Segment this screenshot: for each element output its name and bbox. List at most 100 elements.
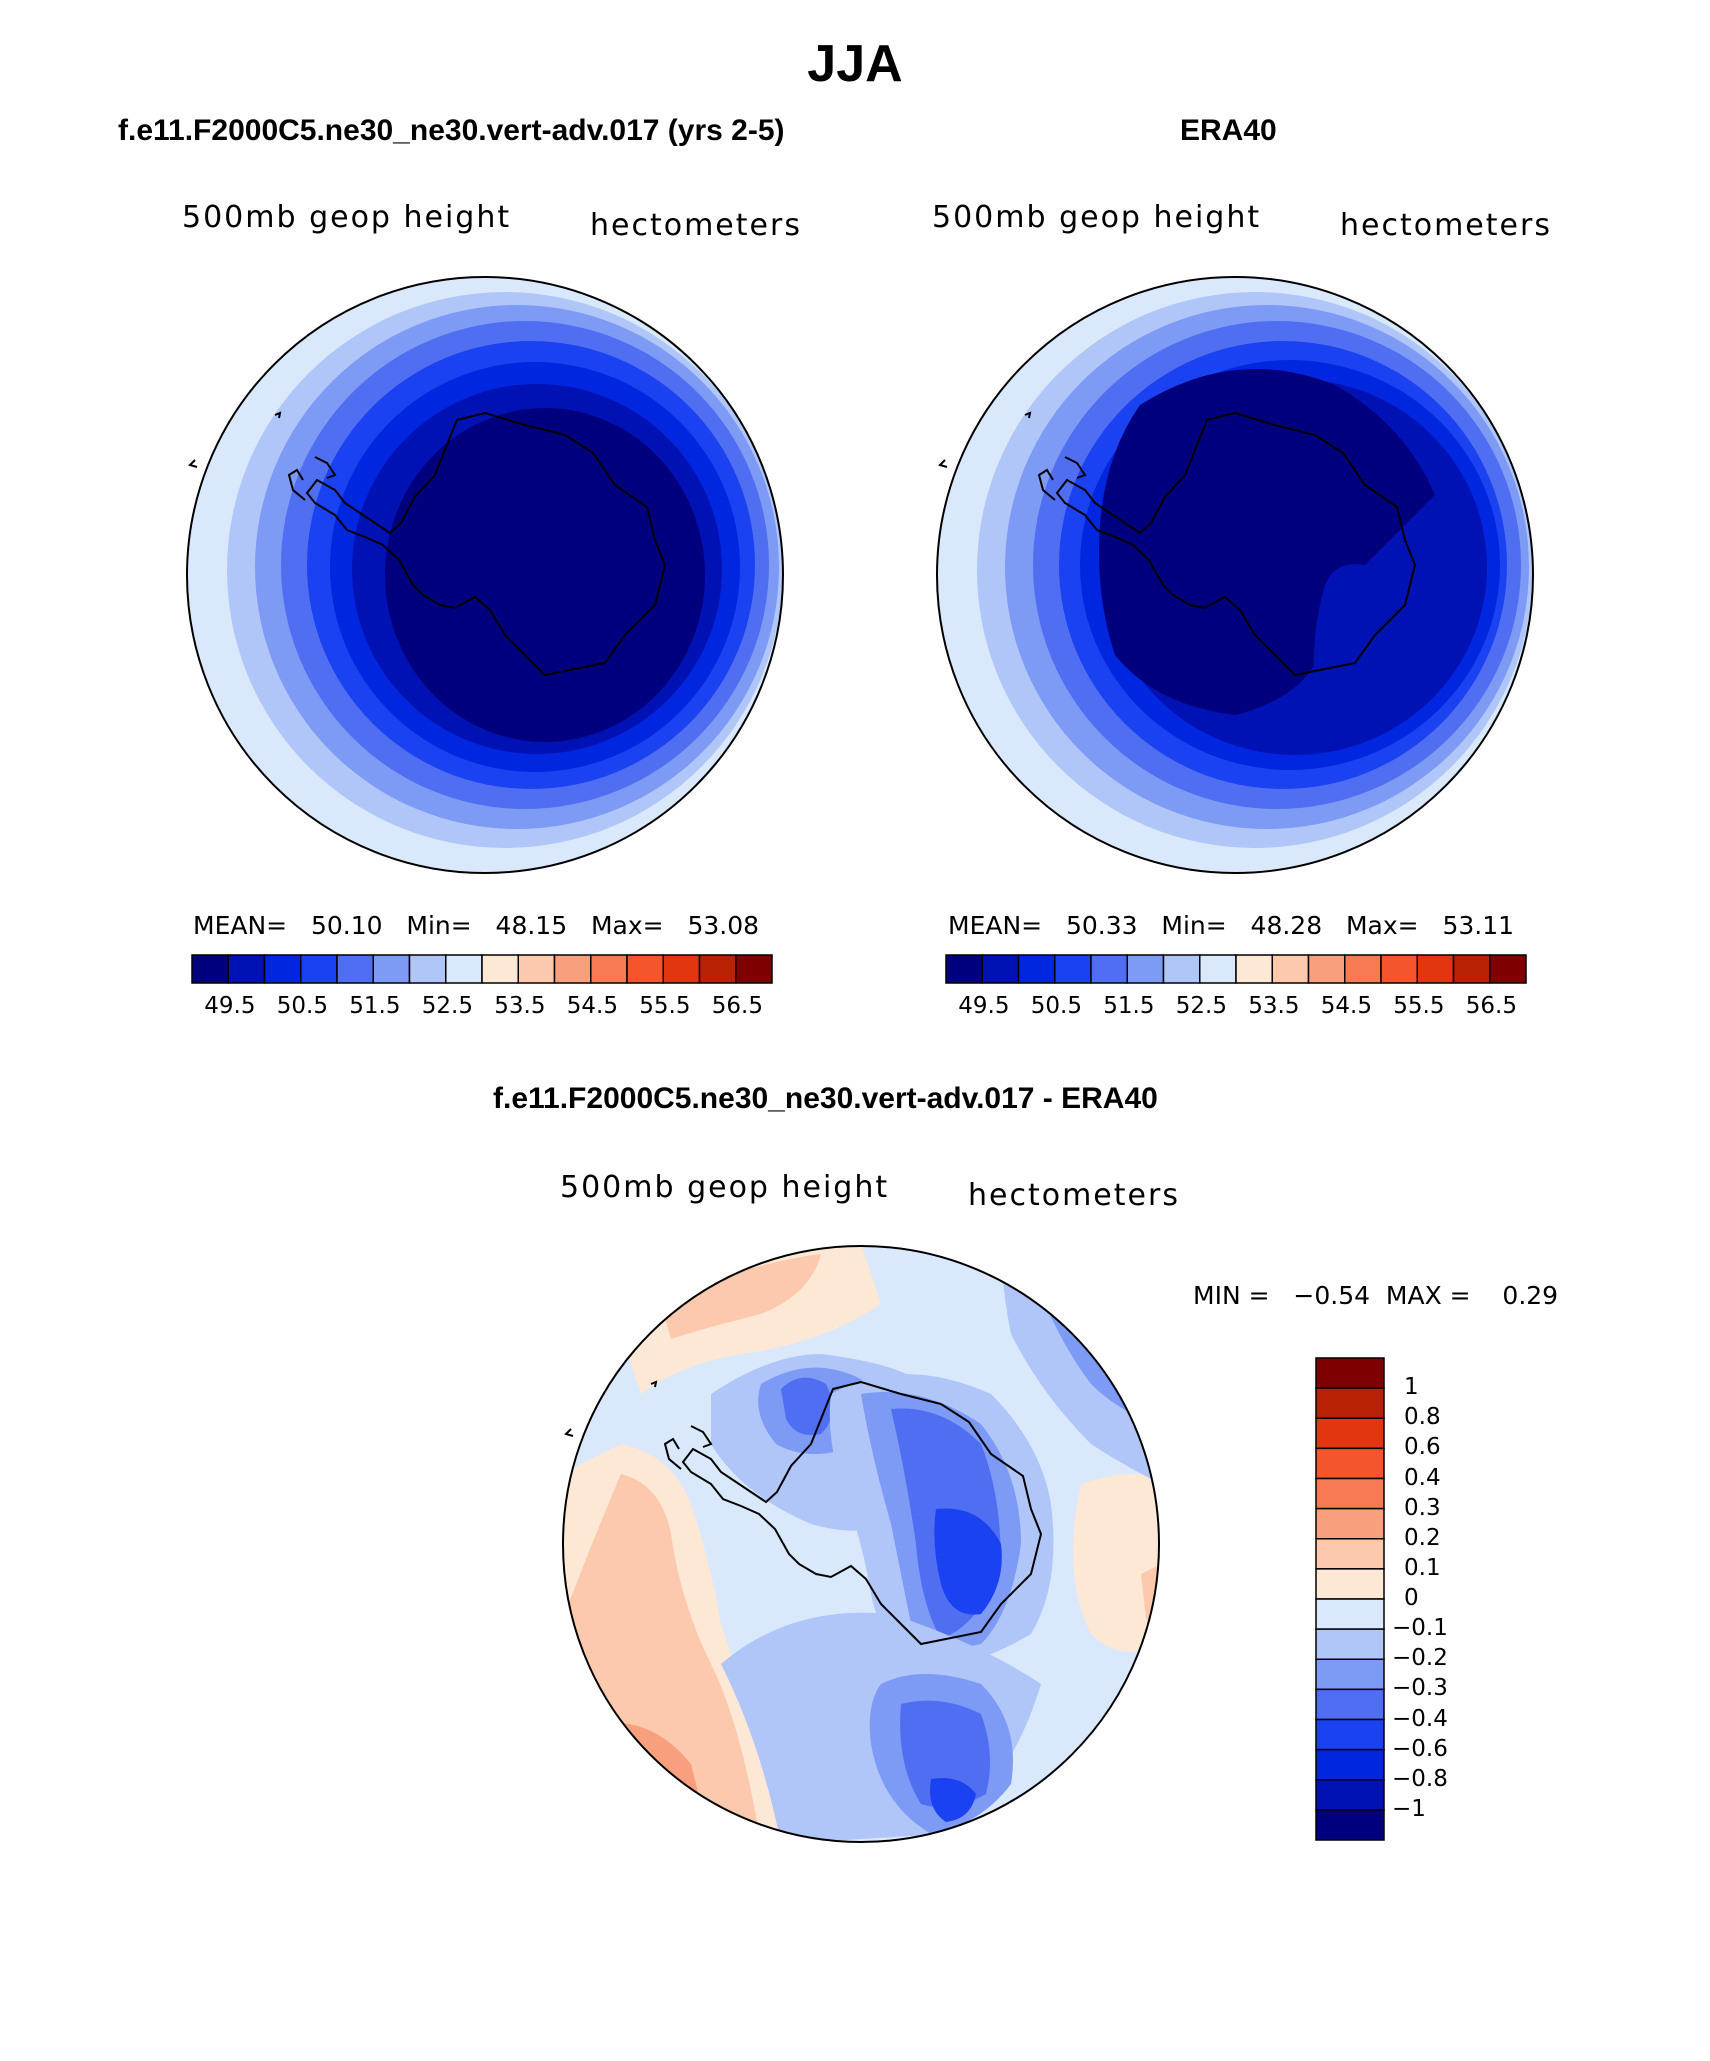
model-colorbar-swatch bbox=[590, 954, 628, 984]
era40-mean-value: 50.33 bbox=[1065, 911, 1138, 940]
era40-map-border bbox=[936, 276, 1534, 874]
era40-colorbar-swatch bbox=[1090, 954, 1128, 984]
model-mean-value: 50.10 bbox=[310, 911, 383, 940]
model-max-label: Max= bbox=[590, 911, 664, 940]
model-colorbar-tick-label: 56.5 bbox=[711, 993, 763, 1019]
model-colorbar-tick-label: 54.5 bbox=[566, 993, 618, 1019]
diff-colorbar-swatch bbox=[1315, 1507, 1385, 1540]
era40-panel-title: ERA40 bbox=[1180, 114, 1277, 147]
diff-colorbar bbox=[1315, 1357, 1385, 1841]
diff-contour-fill bbox=[563, 1246, 1159, 1842]
model-colorbar-swatch bbox=[626, 954, 664, 984]
diff-colorbar-tick-label: −0.6 bbox=[1392, 1735, 1448, 1762]
model-colorbar-swatch bbox=[263, 954, 302, 984]
model-colorbar-tick-label: 51.5 bbox=[349, 993, 401, 1019]
diff-colorbar-tick-label: 0.6 bbox=[1404, 1434, 1441, 1461]
diff-colorbar-swatch bbox=[1315, 1357, 1385, 1389]
diff-colorbar-tick-label: 0.8 bbox=[1404, 1404, 1441, 1431]
diff-colorbar-tick-label: −0.2 bbox=[1392, 1645, 1448, 1672]
model-panel-title: f.e11.F2000C5.ne30_ne30.vert-adv.017 (yr… bbox=[118, 114, 785, 147]
era40-colorbar-swatch bbox=[981, 954, 1020, 984]
model-units-label: hectometers bbox=[590, 208, 802, 243]
model-colorbar-swatch bbox=[735, 954, 773, 984]
model-innermost-contour bbox=[385, 408, 705, 742]
model-colorbar-tick-label: 49.5 bbox=[204, 993, 256, 1019]
era40-colorbar-tick-label: 53.5 bbox=[1248, 993, 1300, 1019]
diff-colorbar-tick-label: 0.3 bbox=[1404, 1494, 1441, 1521]
figure-title: JJA bbox=[807, 35, 903, 93]
era40-max-label: Max= bbox=[1345, 911, 1419, 940]
diff-colorbar-swatch bbox=[1315, 1568, 1385, 1600]
diff-colorbar-swatch bbox=[1315, 1477, 1385, 1510]
era40-mean-label: MEAN= bbox=[948, 911, 1043, 940]
diff-colorbar-swatch bbox=[1315, 1688, 1385, 1721]
diff-min-label: MIN = bbox=[1193, 1281, 1270, 1310]
era40-colorbar-tick-label: 56.5 bbox=[1465, 993, 1517, 1019]
era40-colorbar-tick-label: 50.5 bbox=[1030, 993, 1082, 1019]
era40-colorbar-swatch bbox=[1344, 954, 1382, 984]
era40-colorbar-swatch bbox=[945, 954, 983, 984]
model-max-value: 53.08 bbox=[687, 911, 760, 940]
diff-panel-title: f.e11.F2000C5.ne30_ne30.vert-adv.017 - E… bbox=[493, 1082, 1158, 1115]
model-min-label: Min= bbox=[406, 911, 472, 940]
diff-variable-label: 500mb geop height bbox=[560, 1170, 890, 1205]
model-colorbar-swatch bbox=[191, 954, 229, 984]
model-colorbar-tick-label: 52.5 bbox=[421, 993, 473, 1019]
model-mean-label: MEAN= bbox=[193, 911, 288, 940]
diff-colorbar-swatch bbox=[1315, 1748, 1385, 1781]
diff-coastline bbox=[564, 1380, 1043, 1646]
model-coastline bbox=[188, 411, 667, 677]
era40-units-label: hectometers bbox=[1340, 208, 1552, 243]
model-colorbar-swatch bbox=[481, 954, 519, 984]
model-colorbar-tick-label: 55.5 bbox=[639, 993, 691, 1019]
diff-colorbar-labels: 1 0.8 0.6 0.4 0.3 0.2 0.1 0 −0.1 −0.2 −0.3 −0.4 −0.6… bbox=[1392, 1358, 1512, 1842]
model-colorbar-swatch bbox=[553, 954, 592, 984]
diff-colorbar-tick-label: −0.8 bbox=[1392, 1765, 1448, 1792]
diff-colorbar-tick-label: −0.3 bbox=[1392, 1675, 1448, 1702]
era40-colorbar-tick-label: 52.5 bbox=[1175, 993, 1227, 1019]
era40-colorbar-tick-label: 49.5 bbox=[958, 993, 1010, 1019]
diff-max-value: 0.29 bbox=[1502, 1281, 1559, 1310]
model-colorbar-swatch bbox=[372, 954, 411, 984]
diff-colorbar-tick-label: −1 bbox=[1392, 1795, 1426, 1822]
model-colorbar-swatch bbox=[300, 954, 338, 984]
diff-colorbar-tick-label: 0 bbox=[1404, 1585, 1419, 1611]
era40-colorbar-tick-label: 51.5 bbox=[1103, 993, 1155, 1019]
model-colorbar-tick-label: 50.5 bbox=[276, 993, 328, 1019]
diff-colorbar-swatch bbox=[1315, 1538, 1385, 1570]
era40-contour-fill bbox=[937, 277, 1533, 873]
era40-colorbar-swatch bbox=[1271, 954, 1310, 984]
model-contour-fill bbox=[187, 277, 783, 873]
model-colorbar-swatch bbox=[408, 954, 447, 984]
era40-colorbar-swatch bbox=[1199, 954, 1237, 984]
model-stats: MEAN= 50.10 Min= 48.15 Max= 53.08 bbox=[193, 911, 759, 940]
era40-polar-map bbox=[936, 276, 1534, 874]
model-map-border bbox=[186, 276, 784, 874]
era40-coastline bbox=[938, 411, 1417, 677]
diff-units-label: hectometers bbox=[968, 1178, 1180, 1213]
era40-colorbar-swatch bbox=[1307, 954, 1346, 984]
diff-colorbar-swatch bbox=[1315, 1447, 1385, 1480]
diff-colorbar-swatch bbox=[1315, 1598, 1385, 1630]
model-colorbar-swatch bbox=[662, 954, 701, 984]
diff-max-label: MAX = bbox=[1385, 1281, 1471, 1310]
era40-colorbar-swatch bbox=[1452, 954, 1491, 984]
era40-stats: MEAN= 50.33 Min= 48.28 Max= 53.11 bbox=[948, 911, 1514, 940]
model-min-value: 48.15 bbox=[495, 911, 568, 940]
diff-colorbar-tick-label: 0.1 bbox=[1404, 1554, 1441, 1581]
diff-colorbar-swatch bbox=[1315, 1718, 1385, 1751]
era40-colorbar-swatch bbox=[1489, 954, 1527, 984]
era40-colorbar-swatch bbox=[1017, 954, 1056, 984]
model-colorbar-swatch bbox=[445, 954, 483, 984]
model-colorbar-labels: 49.5 50.5 51.5 52.5 53.5 54.5 55.5 56.5 bbox=[192, 993, 772, 1023]
era40-variable-label: 500mb geop height bbox=[932, 200, 1262, 235]
era40-colorbar-swatch bbox=[1126, 954, 1165, 984]
diff-colorbar-swatch bbox=[1315, 1809, 1385, 1841]
model-colorbar bbox=[191, 954, 773, 984]
era40-colorbar bbox=[945, 954, 1527, 984]
era40-max-value: 53.11 bbox=[1442, 911, 1515, 940]
model-variable-label: 500mb geop height bbox=[182, 200, 512, 235]
model-colorbar-swatch bbox=[227, 954, 266, 984]
era40-colorbar-tick-label: 55.5 bbox=[1393, 993, 1445, 1019]
diff-colorbar-tick-label: 0.4 bbox=[1404, 1464, 1441, 1491]
